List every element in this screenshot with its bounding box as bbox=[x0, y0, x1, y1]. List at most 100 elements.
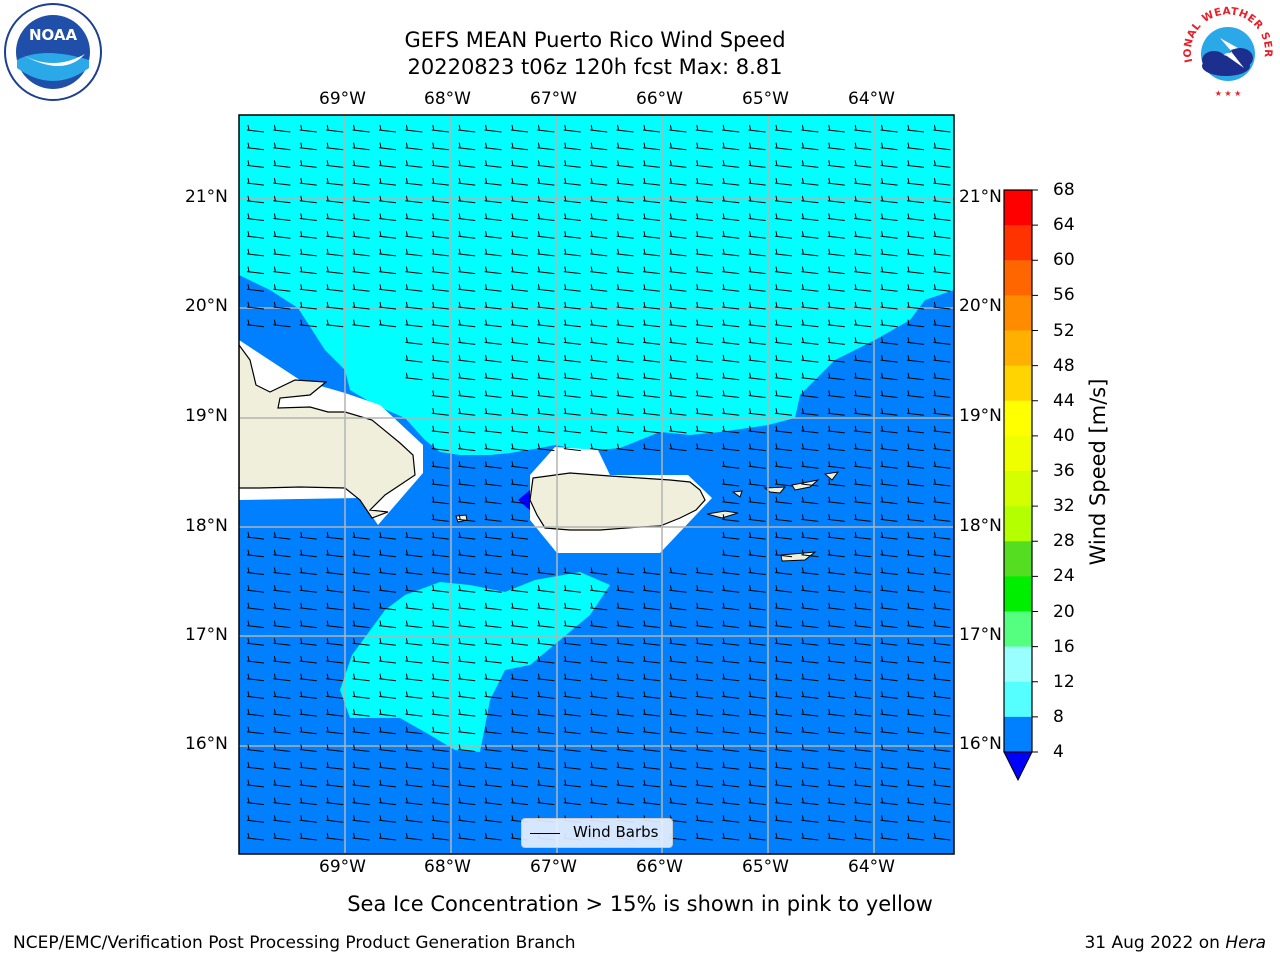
wind-barb bbox=[906, 178, 925, 186]
wind-barb bbox=[827, 425, 845, 434]
wind-barb bbox=[431, 461, 449, 469]
wind-barb bbox=[484, 124, 502, 133]
wind-barb bbox=[722, 797, 740, 806]
wind-barb bbox=[458, 726, 476, 735]
wind-barb bbox=[748, 231, 766, 239]
wind-barb bbox=[616, 726, 634, 735]
wind-barb bbox=[563, 124, 581, 133]
wind-barb bbox=[246, 620, 265, 629]
wind-barb bbox=[616, 178, 634, 186]
wind-barb bbox=[405, 585, 423, 593]
wind-barb bbox=[801, 248, 819, 257]
wind-barb bbox=[458, 532, 476, 540]
wind-barb bbox=[880, 532, 898, 540]
wind-barb bbox=[642, 195, 661, 204]
wind-barb bbox=[827, 762, 845, 770]
wind-barb bbox=[854, 726, 872, 735]
wind-barb bbox=[352, 195, 370, 204]
wind-barb bbox=[431, 602, 449, 611]
wind-barb bbox=[431, 124, 449, 133]
wind-barb bbox=[378, 532, 397, 540]
wind-barb bbox=[246, 231, 265, 239]
wind-barb bbox=[933, 691, 951, 699]
wind-barb bbox=[722, 655, 740, 664]
colorbar-extend-arrow bbox=[1003, 751, 1033, 782]
wind-barb bbox=[669, 124, 687, 133]
wind-barb bbox=[563, 443, 581, 452]
wind-barb bbox=[880, 832, 898, 841]
wind-barb bbox=[933, 461, 951, 469]
wind-barb bbox=[510, 266, 529, 275]
wind-barb bbox=[563, 709, 581, 717]
wind-barb bbox=[273, 124, 291, 133]
wind-barb bbox=[854, 549, 872, 558]
wind-barb bbox=[695, 142, 713, 151]
wind-barb bbox=[510, 549, 529, 558]
wind-barb bbox=[405, 319, 423, 328]
wind-barb bbox=[378, 797, 397, 806]
wind-barb bbox=[405, 248, 423, 257]
wind-barb bbox=[326, 602, 344, 611]
wind-barb bbox=[246, 602, 265, 611]
wind-barb bbox=[906, 372, 925, 381]
wind-barb bbox=[748, 673, 766, 682]
colorbar-bin bbox=[1004, 400, 1032, 437]
wind-barb bbox=[642, 602, 661, 611]
wind-barb bbox=[827, 124, 845, 133]
wind-barb bbox=[273, 832, 291, 841]
wind-barb bbox=[431, 337, 449, 345]
wind-barb bbox=[405, 709, 423, 717]
wind-barb bbox=[563, 567, 581, 575]
wind-barb bbox=[484, 549, 502, 558]
wind-barb bbox=[299, 744, 317, 752]
wind-barb bbox=[484, 195, 502, 204]
wind-barb bbox=[722, 355, 740, 363]
wind-barb bbox=[273, 266, 291, 275]
wind-barb bbox=[933, 567, 951, 575]
wind-barb bbox=[933, 355, 951, 363]
wind-barb bbox=[722, 744, 740, 752]
wind-barb bbox=[299, 532, 317, 540]
wind-barb bbox=[801, 337, 819, 345]
wind-barb bbox=[642, 319, 661, 328]
wind-barb bbox=[827, 160, 845, 168]
nws-logo: NATIONAL WEATHER SERVICE ★ ★ ★ bbox=[1173, 0, 1278, 102]
wind-barb bbox=[722, 213, 740, 221]
wind-barb bbox=[563, 408, 581, 416]
wind-barb bbox=[854, 408, 872, 416]
wind-barb bbox=[537, 602, 555, 611]
wind-barb bbox=[510, 638, 529, 646]
wind-barb bbox=[273, 691, 291, 699]
wind-barb bbox=[273, 709, 291, 717]
wind-barb bbox=[880, 461, 898, 469]
wind-barb bbox=[537, 231, 555, 239]
wind-barb bbox=[827, 779, 845, 788]
wind-barb bbox=[458, 142, 476, 151]
wind-barb bbox=[801, 142, 819, 151]
lat-label-left: 16°N bbox=[185, 734, 228, 754]
wind-barb bbox=[537, 762, 555, 770]
wind-barb bbox=[827, 797, 845, 806]
wind-barb bbox=[484, 178, 502, 186]
wind-barb bbox=[748, 620, 766, 629]
wind-barb bbox=[933, 248, 951, 257]
wind-barb bbox=[880, 142, 898, 151]
colorbar-bin bbox=[1004, 681, 1032, 718]
wind-barb bbox=[246, 142, 265, 151]
wind-barb bbox=[827, 319, 845, 328]
wind-barb bbox=[906, 231, 925, 239]
wind-barb bbox=[590, 726, 608, 735]
wind-barb bbox=[590, 213, 608, 221]
wind-barb bbox=[590, 691, 608, 699]
wind-barb bbox=[616, 779, 634, 788]
wind-barb bbox=[722, 178, 740, 186]
wind-barb bbox=[299, 762, 317, 770]
wind-barb bbox=[748, 797, 766, 806]
wind-barb bbox=[405, 178, 423, 186]
wind-barb bbox=[273, 284, 291, 292]
wind-barb bbox=[431, 355, 449, 363]
wind-barb bbox=[590, 231, 608, 239]
wind-barb bbox=[616, 709, 634, 717]
wind-barb bbox=[352, 602, 370, 611]
wind-barb bbox=[431, 231, 449, 239]
